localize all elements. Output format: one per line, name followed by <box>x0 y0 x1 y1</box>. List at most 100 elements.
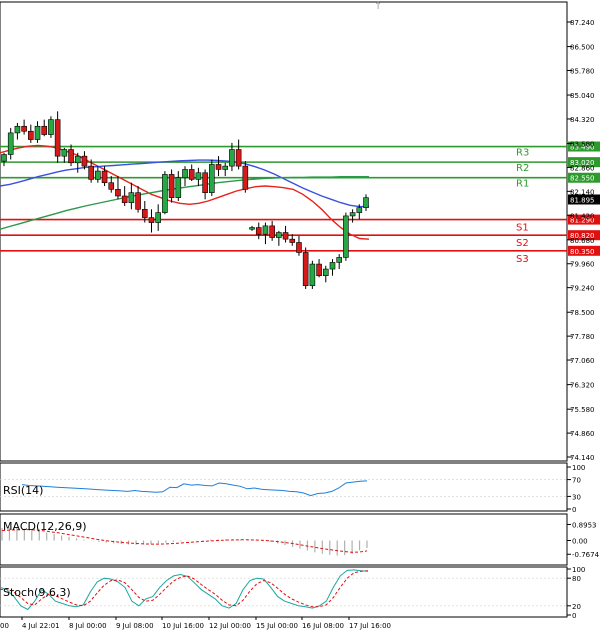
level-price-label: 80.820 <box>570 232 595 240</box>
bull-candle <box>95 170 101 180</box>
bear-candle <box>68 149 74 164</box>
bull-candle <box>222 165 229 170</box>
y-tick-label: 100 <box>572 464 585 472</box>
moving-average-1 <box>0 144 370 240</box>
bear-candle <box>108 182 115 190</box>
y-tick-label: 0.8953 <box>572 521 597 529</box>
x-tick-label: 8 Jul 00:00 <box>69 622 107 630</box>
rsi-series-line <box>21 480 368 497</box>
level-price-label: 80.350 <box>570 248 595 256</box>
x-tick-label: 16 Jul 08:00 <box>302 622 344 630</box>
y-tick-label: 76.320 <box>570 382 595 390</box>
moving-average-2 <box>0 159 369 208</box>
y-tick-label: 85.040 <box>570 92 595 100</box>
y-tick-label: 70 <box>572 477 581 485</box>
y-tick-label: 77.780 <box>570 333 595 341</box>
y-tick-label: 75.580 <box>570 406 595 414</box>
bull-candle <box>262 225 269 235</box>
bull-candle <box>195 172 202 180</box>
bear-candle <box>282 232 289 240</box>
level-price-label: 82.550 <box>570 175 595 183</box>
y-tick-label: 84.320 <box>570 116 595 124</box>
y-tick-label: 30 <box>572 493 581 501</box>
bear-candle <box>28 130 34 140</box>
bull-candle <box>363 197 369 208</box>
moving-averages <box>0 144 370 240</box>
level-price-tag <box>568 172 600 183</box>
stoch-k-line <box>0 569 369 611</box>
bull-candle <box>349 212 356 217</box>
y-tick-label: 0 <box>572 506 576 514</box>
rsi-axis: 100 70 30 0 <box>567 464 585 514</box>
y-tick-label: 86.500 <box>570 44 595 52</box>
bear-candle <box>316 263 322 276</box>
bull-candle <box>7 132 14 155</box>
bear-candle <box>269 225 275 238</box>
bull-candle <box>229 149 235 167</box>
y-tick-label: 82.860 <box>570 164 595 172</box>
current-price-tag <box>568 194 600 205</box>
bull-candle <box>182 169 188 179</box>
y-tick-label: 74.140 <box>570 454 595 462</box>
bear-candle <box>289 238 296 243</box>
bear-candle <box>255 227 262 235</box>
y-tick-label: 74.860 <box>570 430 595 438</box>
level-name-r2: R2 <box>516 163 529 174</box>
bull-candle <box>309 263 316 286</box>
stoch-plot-frame <box>0 566 568 618</box>
bear-candle <box>21 125 27 132</box>
y-tick-label: 100 <box>572 566 585 574</box>
bear-candle <box>168 174 175 198</box>
level-price-tag <box>568 157 600 168</box>
y-tick-label: 82.140 <box>570 188 595 196</box>
x-tick-label: 15 Jul 00:00 <box>256 622 298 630</box>
bear-candle <box>54 119 61 157</box>
x-tick-label: 12 Jul 00:00 <box>209 622 251 630</box>
bear-candle <box>121 195 128 203</box>
level-price-tag <box>568 245 600 256</box>
main-price-panel: 83.490 R3 83.020 R2 82.550 R1 81.290 S1 80.820 S2… <box>0 1 600 462</box>
y-tick-label: 20 <box>572 603 581 611</box>
bear-candle <box>41 125 48 135</box>
bear-candle <box>135 192 141 210</box>
rsi-line <box>0 479 567 497</box>
support-resistance-levels: 83.490 R3 83.020 R2 82.550 R1 81.290 S1 80.820 S2… <box>0 141 600 265</box>
y-tick-label: 83.580 <box>570 141 595 149</box>
bear-candle <box>141 208 148 218</box>
moving-average-3 <box>0 175 369 230</box>
bull-candle <box>336 257 342 263</box>
x-tick-label: 9 Jul 08:00 <box>116 622 154 630</box>
bear-candle <box>296 242 302 253</box>
level-name-r3: R3 <box>516 148 529 159</box>
candlesticks <box>1 111 369 289</box>
bull-candle <box>74 155 81 164</box>
rsi-plot-frame <box>0 462 568 512</box>
stoch-d-line <box>0 570 369 608</box>
level-name-s3: S3 <box>516 254 529 265</box>
price-axis: 87.240 86.500 85.780 85.040 84.320 83.580 82.8… <box>567 19 600 462</box>
bull-candle <box>249 227 255 230</box>
bear-candle <box>235 149 242 167</box>
level-price-label: 83.020 <box>570 159 595 167</box>
y-tick-label: 79.960 <box>570 261 595 269</box>
level-price-tag <box>568 214 600 225</box>
y-tick-label: 85.780 <box>570 67 595 75</box>
y-tick-label: 78.500 <box>570 309 595 317</box>
time-axis: 00 4 Jul 22:01 8 Jul 00:00 9 Jul 08:00 10 J… <box>0 617 391 630</box>
bull-candle <box>343 215 349 258</box>
rsi-panel: 100 70 30 0 RSI(14) <box>0 462 585 514</box>
bear-candle <box>115 189 121 197</box>
rsi-label: RSI(14) <box>3 484 43 497</box>
current-price-label: 81.895 <box>570 196 595 204</box>
bull-candle <box>155 212 161 223</box>
bear-candle <box>101 170 108 184</box>
x-tick-label: 4 Jul 22:01 <box>22 622 60 630</box>
level-price-tag <box>568 141 600 152</box>
y-tick-label: 87.240 <box>570 19 595 27</box>
bull-candle <box>209 164 215 193</box>
macd-plot-frame <box>0 513 568 566</box>
y-tick-label: 80 <box>572 575 581 583</box>
level-price-label: 81.290 <box>570 217 595 225</box>
